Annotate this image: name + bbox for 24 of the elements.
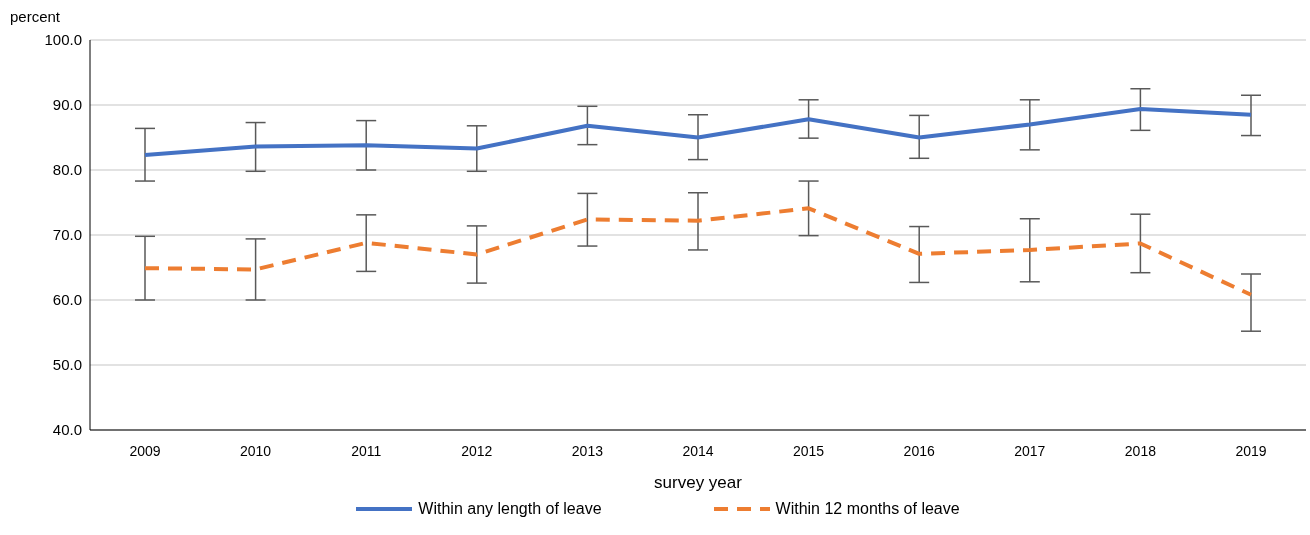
y-tick-label: 70.0 — [52, 226, 82, 244]
x-tick-label: 2012 — [461, 442, 493, 459]
y-tick-label: 90.0 — [52, 96, 82, 114]
y-tick-label: 80.0 — [52, 161, 82, 179]
x-tick-label: 2010 — [240, 442, 272, 459]
x-tick-label: 2017 — [1014, 442, 1046, 459]
y-tick-label: 40.0 — [52, 421, 82, 439]
x-tick-label: 2014 — [682, 442, 714, 459]
legend-label: Within any length of leave — [417, 500, 602, 518]
y-tick-label: 100.0 — [44, 31, 82, 49]
y-tick-label: 60.0 — [52, 291, 82, 309]
x-tick-label: 2018 — [1124, 442, 1157, 459]
x-tick-label: 2011 — [351, 442, 382, 459]
x-tick-label: 2009 — [129, 442, 161, 459]
line-series — [143, 206, 1253, 297]
line-series — [143, 106, 1253, 158]
x-tick-label: 2015 — [793, 442, 825, 459]
x-tick-label: 2013 — [571, 442, 604, 459]
y-axis-title: percent — [10, 8, 61, 25]
x-axis-title: survey year — [654, 473, 743, 492]
legend-label: Within 12 months of leave — [774, 500, 960, 518]
x-tick-label: 2016 — [903, 442, 935, 459]
x-tick-label: 2019 — [1235, 442, 1267, 459]
y-tick-label: 50.0 — [52, 356, 82, 374]
